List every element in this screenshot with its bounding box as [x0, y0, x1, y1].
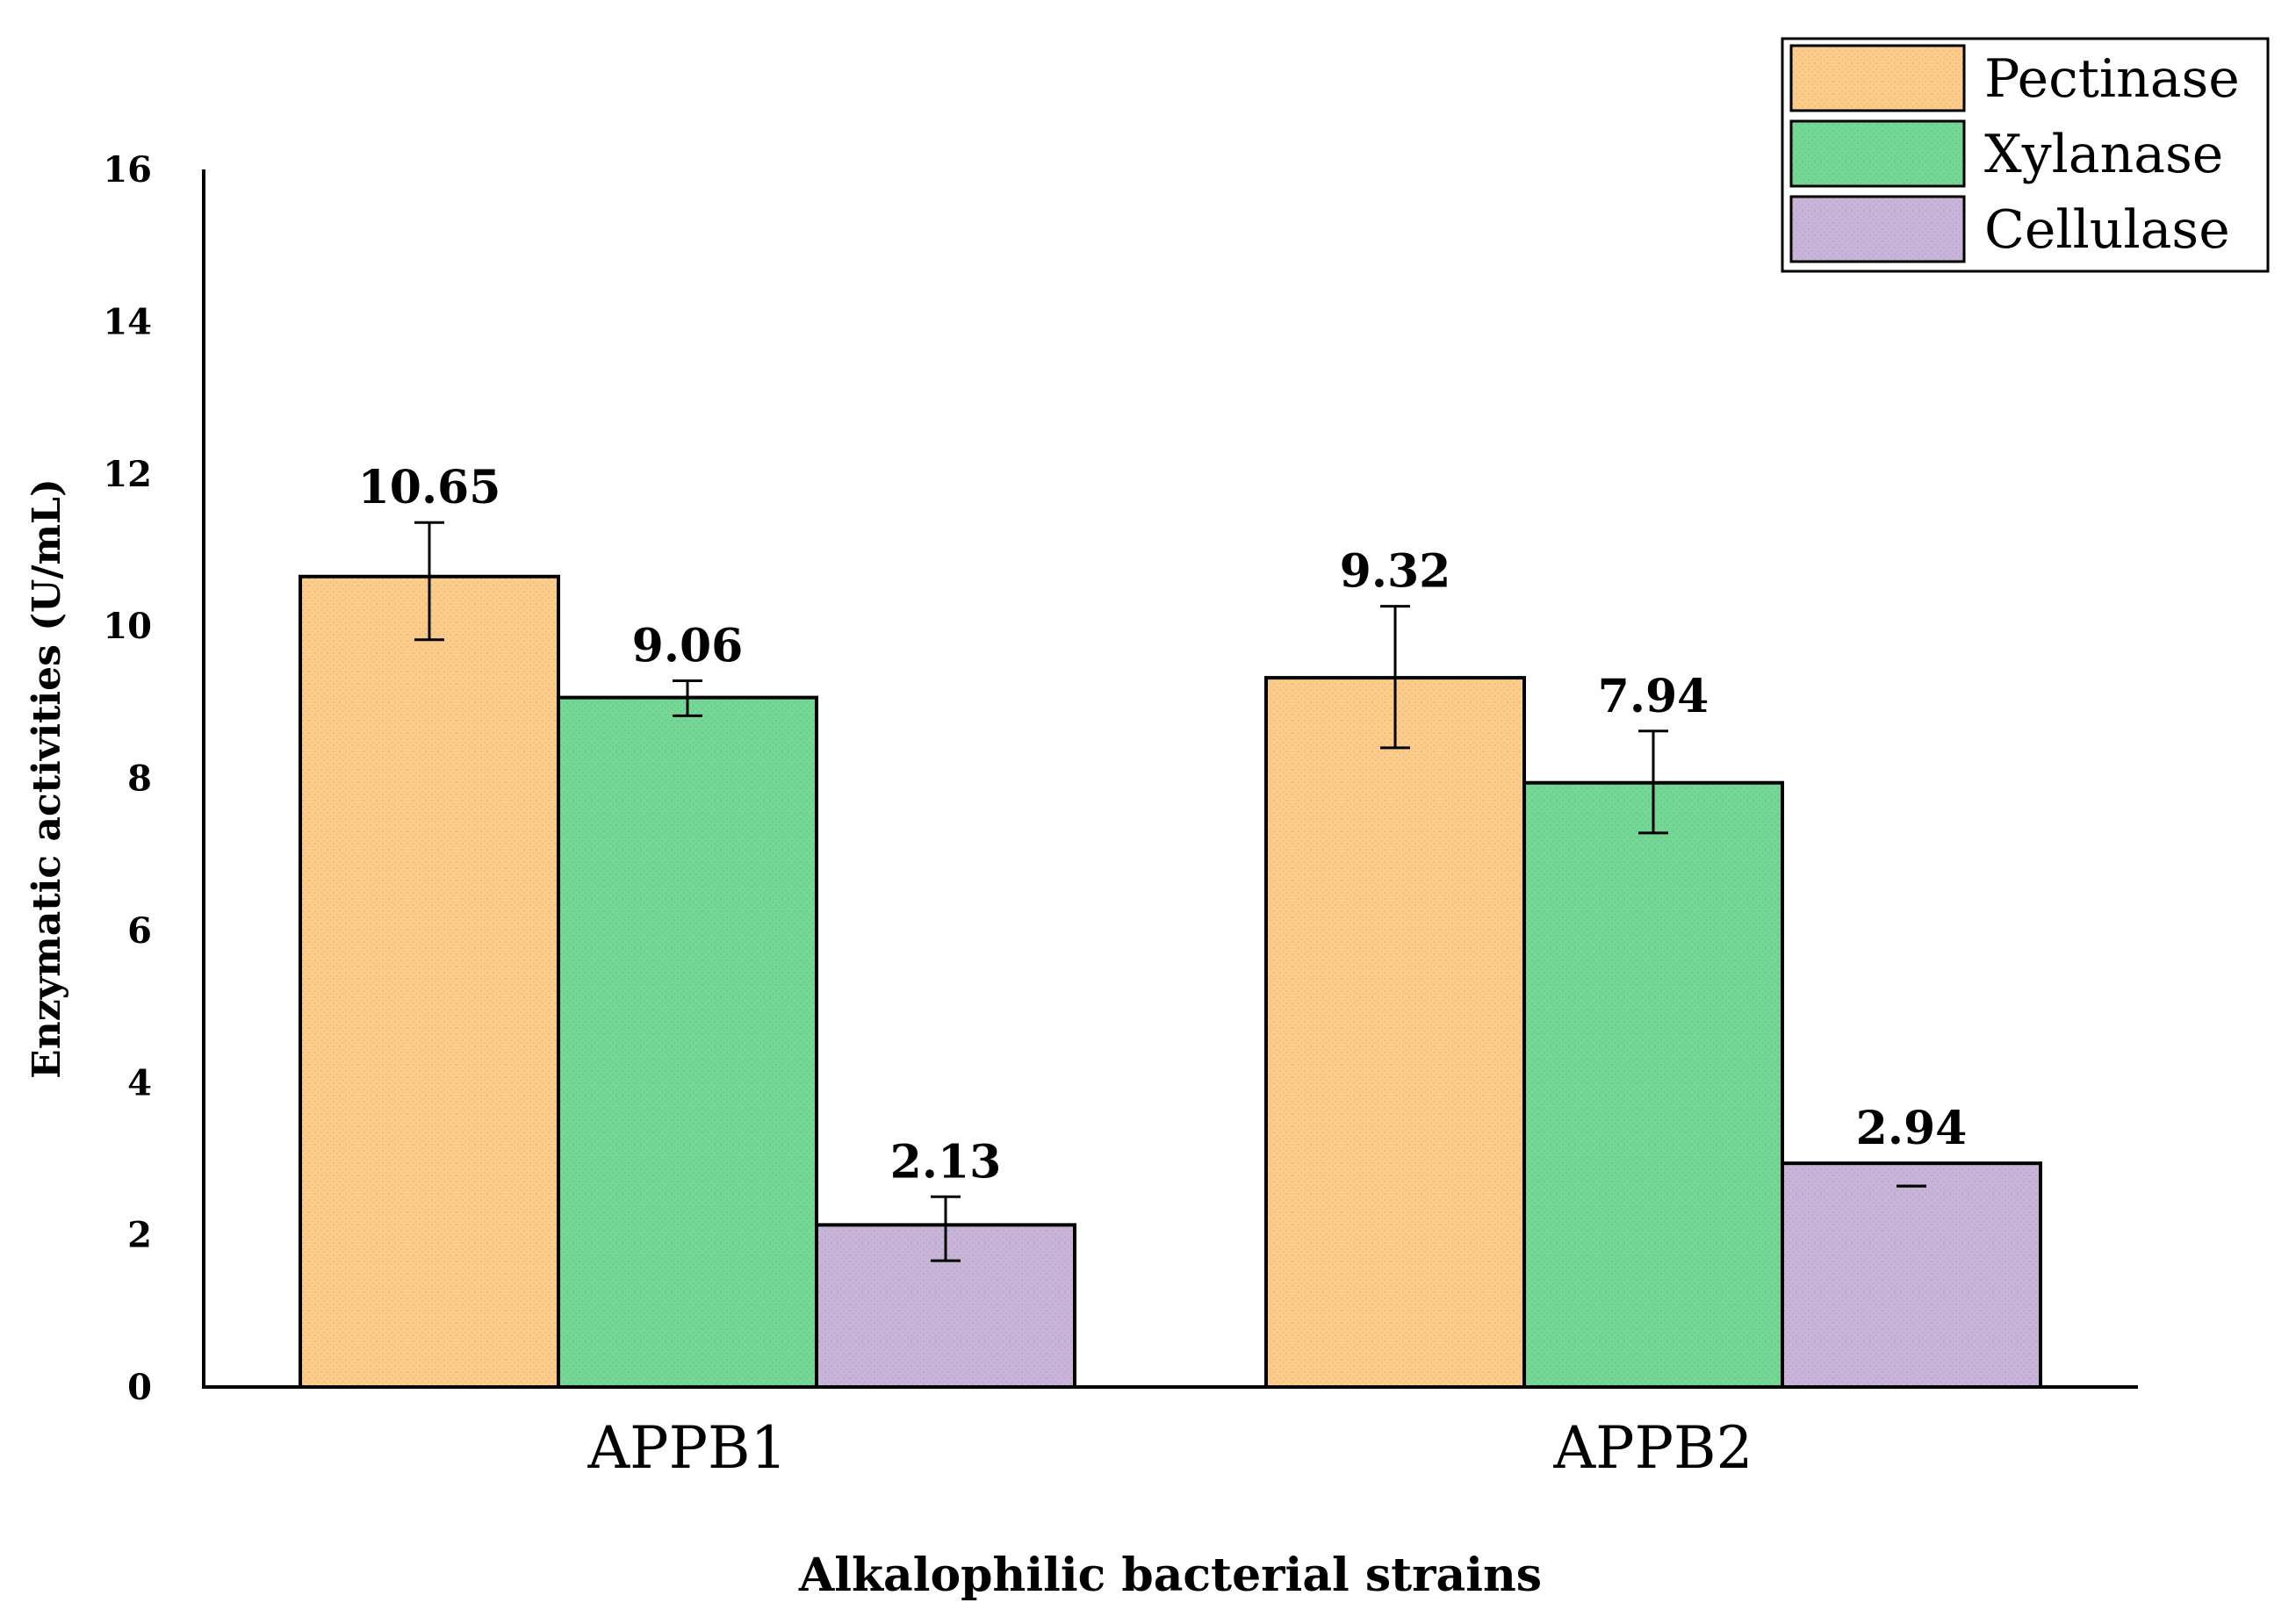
y-axis-title: Enzymatic activities (U/mL) [25, 478, 69, 1079]
legend-label-pectinase: Pectinase [1984, 48, 2240, 110]
y-tick-label-16: 16 [103, 149, 152, 190]
x-category-label-appb2: APPB2 [1553, 1414, 1753, 1482]
bar-appb2-pectinase [1264, 676, 1526, 1389]
value-label-appb2-xylanase: 7.94 [1598, 670, 1709, 723]
x-category-label-appb1: APPB1 [587, 1414, 788, 1482]
legend-swatch-texture-pectinase [1791, 46, 1964, 111]
x-category-labels: APPB1 APPB2 [587, 1414, 1753, 1482]
y-tick-label-10: 10 [103, 606, 152, 647]
y-tick-label-2: 2 [127, 1215, 152, 1256]
bars-layer [299, 574, 2042, 1390]
y-tick-labels: 0 2 4 6 8 10 12 14 16 [103, 149, 152, 1408]
legend: Pectinase Xylanase Cellulase [1781, 37, 2270, 273]
legend-label-cellulase: Cellulase [1984, 199, 2230, 261]
y-tick-label-12: 12 [103, 454, 152, 495]
legend-label-xylanase: Xylanase [1984, 124, 2223, 185]
bar-appb1-xylanase [557, 695, 818, 1389]
bar-appb1-pectinase [299, 574, 560, 1389]
value-label-appb1-pectinase: 10.65 [358, 461, 501, 514]
axes [202, 169, 2138, 1389]
legend-swatch-texture-cellulase [1791, 197, 1964, 262]
x-axis-title: Alkalophilic bacterial strains [798, 1549, 1542, 1602]
y-tick-label-4: 4 [127, 1062, 152, 1103]
value-labels-layer: 10.65 9.06 2.13 9.32 7.94 2.94 [358, 461, 1968, 1189]
value-label-appb1-cellulase: 2.13 [890, 1135, 1002, 1189]
error-bars-layer [414, 521, 1926, 1262]
y-tick-label-6: 6 [127, 910, 152, 952]
value-label-appb1-xylanase: 9.06 [632, 620, 744, 673]
legend-swatch-texture-xylanase [1791, 121, 1964, 186]
bar-appb2-xylanase [1522, 780, 1784, 1389]
y-tick-label-8: 8 [127, 758, 152, 800]
y-tick-label-0: 0 [127, 1367, 152, 1408]
bar-appb2-cellulase [1781, 1161, 2042, 1390]
y-tick-label-14: 14 [103, 301, 152, 342]
value-label-appb2-pectinase: 9.32 [1340, 545, 1451, 599]
value-label-appb2-cellulase: 2.94 [1856, 1102, 1968, 1155]
